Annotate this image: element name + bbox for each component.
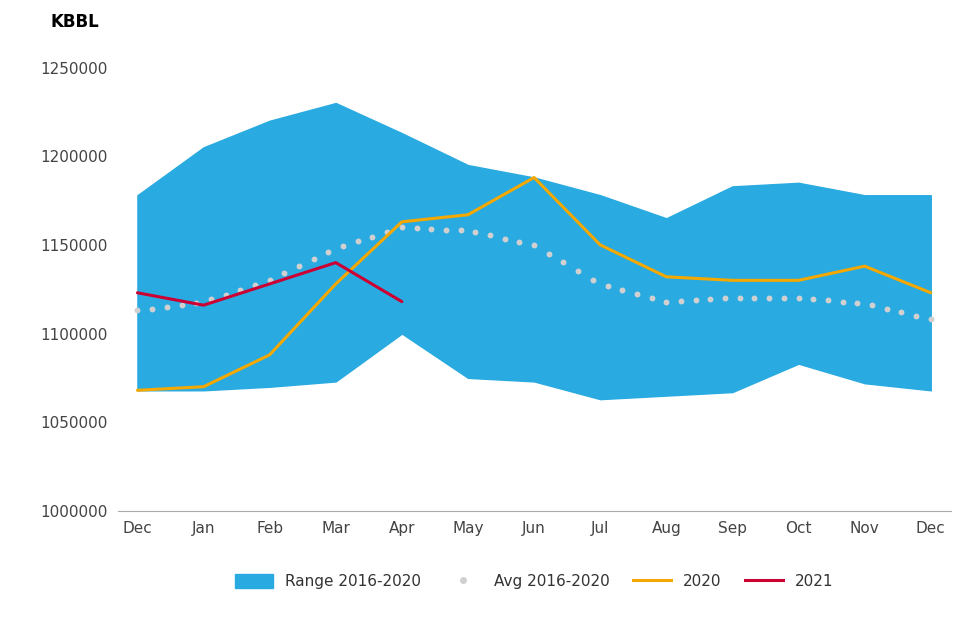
Point bbox=[644, 293, 660, 303]
Point bbox=[761, 293, 777, 303]
Point bbox=[467, 227, 483, 237]
Point bbox=[732, 293, 748, 303]
Point bbox=[659, 297, 674, 307]
Point bbox=[306, 254, 321, 264]
Point bbox=[570, 266, 586, 276]
Point bbox=[262, 275, 277, 285]
Point bbox=[791, 293, 807, 303]
Point bbox=[806, 294, 821, 304]
Text: KBBL: KBBL bbox=[51, 14, 100, 31]
Point bbox=[512, 237, 527, 247]
Point bbox=[629, 289, 645, 299]
Point bbox=[717, 293, 733, 303]
Legend: Range 2016-2020, Avg 2016-2020, 2020, 2021: Range 2016-2020, Avg 2016-2020, 2020, 20… bbox=[228, 568, 840, 596]
Point bbox=[379, 227, 395, 237]
Point bbox=[188, 298, 204, 308]
Point bbox=[438, 224, 454, 234]
Point bbox=[497, 234, 513, 244]
Point bbox=[747, 293, 762, 303]
Point bbox=[129, 305, 145, 315]
Point bbox=[673, 296, 689, 306]
Point bbox=[320, 247, 336, 257]
Point bbox=[864, 300, 880, 310]
Point bbox=[173, 300, 189, 310]
Point bbox=[365, 232, 380, 242]
Point bbox=[276, 269, 292, 278]
Point bbox=[350, 236, 366, 246]
Point bbox=[203, 294, 219, 304]
Point bbox=[820, 295, 836, 305]
Point bbox=[703, 294, 718, 304]
Point bbox=[541, 249, 557, 259]
Point bbox=[482, 231, 498, 240]
Point bbox=[423, 224, 439, 234]
Point bbox=[908, 311, 924, 321]
Point bbox=[923, 315, 939, 325]
Point bbox=[247, 280, 263, 290]
Point bbox=[335, 241, 351, 251]
Point bbox=[526, 240, 542, 250]
Point bbox=[585, 275, 601, 285]
Point bbox=[394, 222, 410, 232]
Point bbox=[600, 281, 615, 291]
Point bbox=[879, 304, 895, 314]
Point bbox=[159, 302, 174, 312]
Point bbox=[291, 261, 307, 271]
Point bbox=[409, 223, 424, 233]
Point bbox=[688, 295, 704, 305]
Point bbox=[453, 226, 468, 235]
Point bbox=[894, 307, 909, 317]
Point bbox=[835, 297, 851, 307]
Point bbox=[556, 257, 571, 267]
Point bbox=[232, 285, 248, 295]
Point bbox=[218, 290, 233, 300]
Point bbox=[776, 293, 792, 303]
Point bbox=[614, 285, 630, 295]
Point bbox=[144, 303, 160, 313]
Point bbox=[850, 298, 865, 308]
